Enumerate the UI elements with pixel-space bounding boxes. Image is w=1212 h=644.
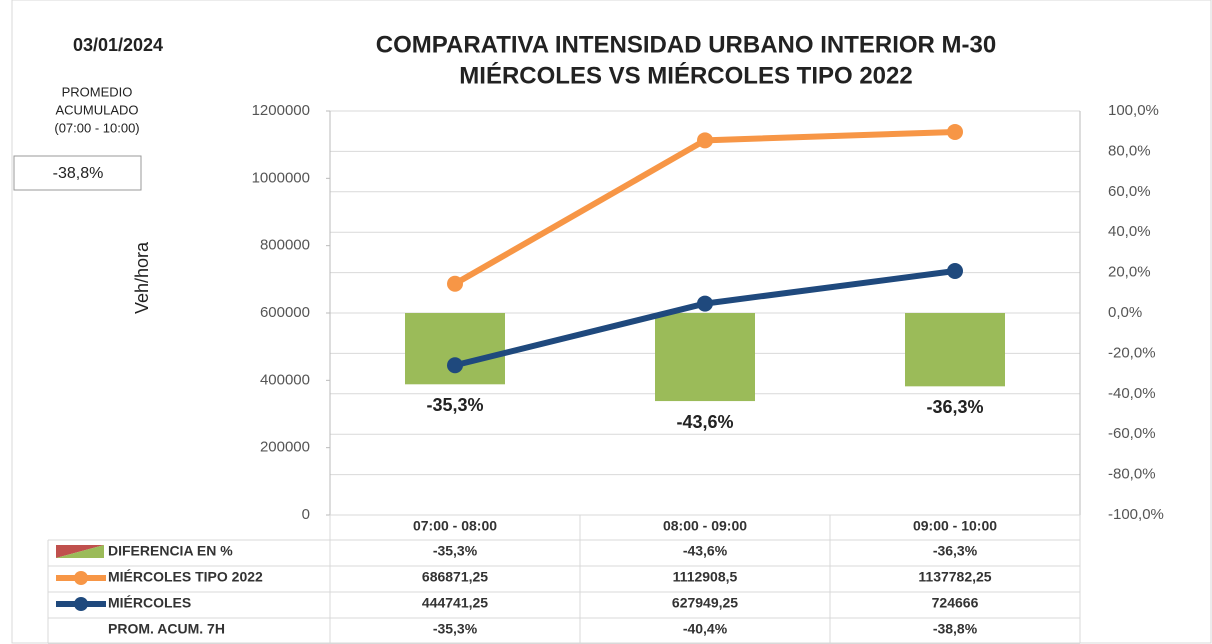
table-cell: -38,8% xyxy=(933,621,978,637)
data-label: -35,3% xyxy=(426,395,483,415)
side-label: PROMEDIO xyxy=(62,84,133,99)
date: 03/01/2024 xyxy=(73,35,163,55)
table-cell: 686871,25 xyxy=(422,569,488,585)
x-tick-label: 07:00 - 08:00 xyxy=(413,518,497,534)
y-tick-label: 1200000 xyxy=(252,102,310,119)
chart-title: MIÉRCOLES VS MIÉRCOLES TIPO 2022 xyxy=(459,61,912,89)
marker xyxy=(947,123,963,140)
y2-tick-label: -20,0% xyxy=(1108,344,1156,361)
legend-label: MIÉRCOLES TIPO 2022 xyxy=(108,569,263,585)
table-cell: 1112908,5 xyxy=(673,569,738,585)
bar xyxy=(655,313,755,402)
table-cell: 627949,25 xyxy=(672,595,738,611)
marker xyxy=(447,357,463,374)
y2-tick-label: 0,0% xyxy=(1108,304,1142,321)
table-cell: -40,4% xyxy=(683,621,728,637)
y-tick-label: 400000 xyxy=(260,371,310,388)
legend-key xyxy=(74,571,88,585)
side-label: (07:00 - 10:00) xyxy=(54,120,139,135)
marker xyxy=(447,275,463,292)
y-tick-label: 0 xyxy=(302,506,310,523)
side-label: ACUMULADO xyxy=(55,102,138,117)
data-label: -36,3% xyxy=(926,397,983,417)
y2-tick-label: -80,0% xyxy=(1108,466,1156,483)
table-cell: 444741,25 xyxy=(422,595,488,611)
table-cell: -36,3% xyxy=(933,543,978,559)
table-cell: -35,3% xyxy=(433,621,478,637)
y-axis-label: Veh/hora xyxy=(132,241,152,314)
legend-label: DIFERENCIA EN % xyxy=(108,543,233,559)
legend-key xyxy=(56,545,104,558)
line xyxy=(453,128,956,287)
y2-tick-label: -40,0% xyxy=(1108,385,1156,402)
x-tick-label: 08:00 - 09:00 xyxy=(663,518,747,534)
table-cell: -35,3% xyxy=(433,543,478,559)
y2-tick-label: -60,0% xyxy=(1108,425,1156,442)
y-tick-label: 600000 xyxy=(260,304,310,321)
legend-label: MIÉRCOLES xyxy=(108,595,191,611)
y2-tick-label: 20,0% xyxy=(1108,264,1151,281)
table-cell: 1137782,25 xyxy=(918,569,991,585)
y-tick-label: 1000000 xyxy=(252,169,310,186)
y2-tick-label: -100,0% xyxy=(1108,506,1164,523)
marker xyxy=(947,263,963,280)
table-cell: -43,6% xyxy=(683,543,728,559)
y-tick-label: 800000 xyxy=(260,237,310,254)
bar xyxy=(405,313,505,385)
side-box xyxy=(13,155,142,191)
y2-tick-label: 80,0% xyxy=(1108,142,1151,159)
y2-tick-label: 40,0% xyxy=(1108,223,1151,240)
data-label: -43,6% xyxy=(676,412,733,432)
bar xyxy=(905,313,1005,387)
frame xyxy=(11,0,1212,644)
y2-tick-label: 60,0% xyxy=(1108,183,1151,200)
marker xyxy=(697,132,713,149)
y-tick-label: 200000 xyxy=(260,439,310,456)
row-label: PROM. ACUM. 7H xyxy=(108,621,225,637)
y2-tick-label: 100,0% xyxy=(1108,102,1159,119)
side-value: -38,8% xyxy=(53,165,104,182)
table-cell: 724666 xyxy=(932,595,979,611)
x-tick-label: 09:00 - 10:00 xyxy=(913,518,997,534)
chart-title: COMPARATIVA INTENSIDAD URBANO INTERIOR M… xyxy=(376,31,996,58)
marker xyxy=(697,295,713,312)
legend-key xyxy=(74,597,88,611)
